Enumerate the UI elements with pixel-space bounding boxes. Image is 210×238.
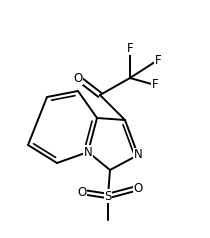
Text: F: F xyxy=(152,79,158,91)
Text: F: F xyxy=(155,54,161,66)
Text: N: N xyxy=(134,149,142,162)
Text: O: O xyxy=(77,185,87,198)
Text: N: N xyxy=(84,145,92,159)
Text: O: O xyxy=(73,71,83,84)
Text: F: F xyxy=(127,41,133,55)
Text: O: O xyxy=(133,182,143,194)
Text: S: S xyxy=(104,189,112,203)
